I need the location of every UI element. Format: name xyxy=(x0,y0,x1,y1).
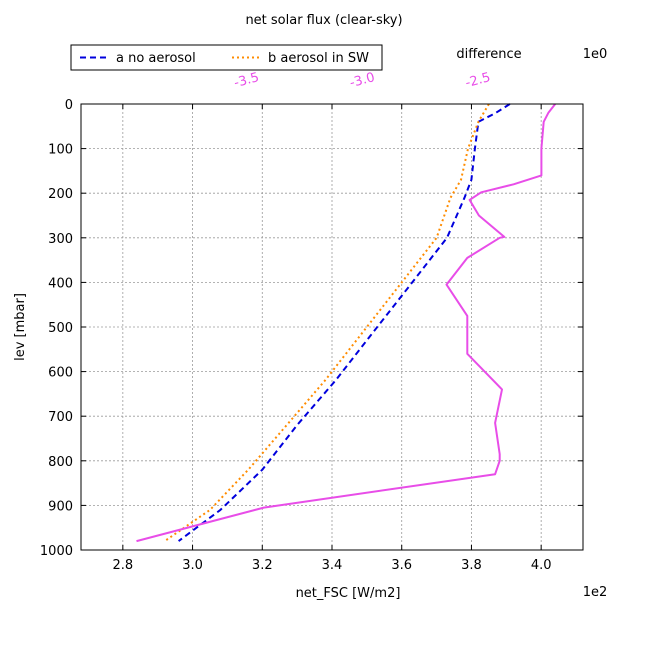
x-tick-label-2: 3.2 xyxy=(252,558,273,573)
legend-label-no-aerosol: a no aerosol xyxy=(116,51,196,66)
x-tick-label-4: 3.6 xyxy=(391,558,412,573)
x-axis-multiplier: 1e2 xyxy=(583,585,608,600)
series-line-0 xyxy=(178,103,511,542)
x-axis-label: net_FSC [W/m2] xyxy=(296,586,401,601)
y-tick-label-0: 0 xyxy=(65,98,73,113)
y-tick-label-1: 100 xyxy=(48,143,73,158)
x-tick-label-6: 4.0 xyxy=(531,558,552,573)
y-tick-label-10: 1000 xyxy=(40,544,73,559)
x-tick-label-3: 3.4 xyxy=(322,558,343,573)
x-tick-label-1: 3.0 xyxy=(182,558,203,573)
legend-label-aerosol-in-sw: b aerosol in SW xyxy=(268,51,369,66)
legend-box xyxy=(70,44,383,71)
y-tick-label-2: 200 xyxy=(48,187,73,202)
y-axis-label: lev [mbar] xyxy=(13,293,28,361)
top-tick-label-1: -3.0 xyxy=(348,70,376,91)
series-line-2 xyxy=(136,103,556,543)
top-tick-label-0: -3.5 xyxy=(232,70,260,91)
x-tick-label-0: 2.8 xyxy=(112,558,133,573)
series-line-1 xyxy=(164,103,490,542)
y-tick-label-4: 400 xyxy=(48,276,73,291)
y-tick-label-9: 900 xyxy=(48,499,73,514)
y-tick-label-7: 700 xyxy=(48,410,73,425)
series-lines xyxy=(136,103,556,543)
y-tick-label-3: 300 xyxy=(48,232,73,247)
x-tick-label-5: 3.8 xyxy=(461,558,482,573)
y-tick-label-5: 500 xyxy=(48,321,73,336)
y-tick-label-6: 600 xyxy=(48,366,73,381)
top-axis-multiplier: 1e0 xyxy=(583,47,608,62)
axis-ticks: 2.8 3.0 3.2 3.4 3.6 3.8 4.0 0 100 200 300 400 500 600… xyxy=(40,70,583,573)
chart-title: net solar flux (clear-sky) xyxy=(245,13,402,28)
legend: a no aerosol b aerosol in SW xyxy=(70,44,383,71)
top-tick-label-2: -2.5 xyxy=(464,70,492,91)
top-axis-label: difference xyxy=(456,47,521,62)
y-tick-label-8: 800 xyxy=(48,455,73,470)
